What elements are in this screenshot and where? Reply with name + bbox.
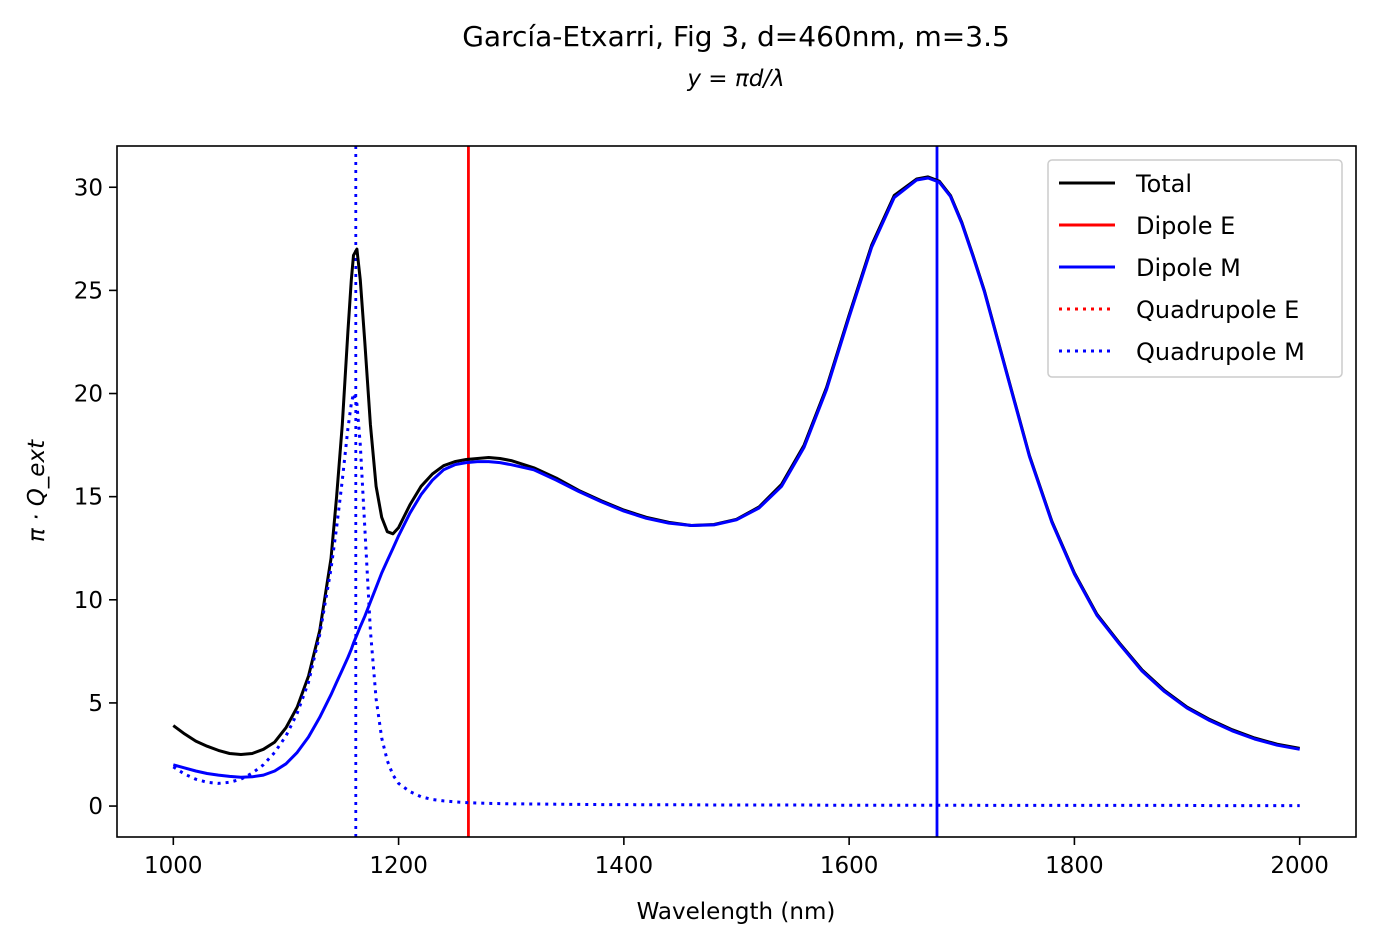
legend-label: Quadrupole M — [1136, 338, 1305, 366]
x-tick-label: 1600 — [820, 853, 879, 879]
x-tick-label: 1400 — [595, 853, 654, 879]
chart-title: García-Etxarri, Fig 3, d=460nm, m=3.5 — [462, 20, 1010, 53]
y-tick-label: 15 — [74, 485, 103, 511]
secondary-x-axis-label: y = πd/λ — [686, 66, 784, 92]
vertical-lines — [354, 146, 939, 837]
legend-label: Quadrupole E — [1136, 296, 1299, 324]
legend-items: Total Dipole E Dipole M Quadrupole E Quadrup… — [1059, 170, 1305, 366]
series-line-quadrupole-m — [172, 392, 1300, 808]
x-axis-ticks: 1000 1200 1400 1600 1800 2000 — [144, 837, 1329, 879]
y-axis-label: π · Q_ext — [24, 439, 50, 542]
y-tick-label: 10 — [74, 588, 103, 614]
x-tick-label: 1200 — [369, 853, 428, 879]
series-line-dipole-m — [172, 176, 1300, 779]
series-lines — [172, 175, 1300, 808]
legend-label: Dipole M — [1136, 254, 1241, 282]
y-axis-label-text: π · Q_ext — [24, 439, 50, 542]
secondary-x-axis-label-text: y = πd/λ — [686, 66, 784, 92]
y-tick-label: 0 — [88, 794, 103, 820]
legend-frame — [1047, 159, 1343, 378]
y-tick-label: 5 — [88, 691, 103, 717]
x-axis-label: Wavelength (nm) — [637, 899, 836, 925]
y-axis-ticks: 0 5 10 15 20 25 30 — [74, 175, 117, 820]
legend-label: Dipole E — [1136, 212, 1235, 240]
x-tick-label: 1000 — [144, 853, 203, 879]
y-tick-label: 25 — [74, 278, 103, 304]
y-tick-label: 20 — [74, 382, 103, 408]
plot-area — [116, 145, 1357, 838]
x-tick-label: 2000 — [1270, 853, 1329, 879]
plot-frame — [116, 145, 1357, 838]
legend-label: Total — [1135, 170, 1192, 198]
y-tick-label: 30 — [74, 175, 103, 201]
legend: Total Dipole E Dipole M Quadrupole E Quadrup… — [1047, 159, 1343, 378]
x-tick-label: 1800 — [1045, 853, 1104, 879]
